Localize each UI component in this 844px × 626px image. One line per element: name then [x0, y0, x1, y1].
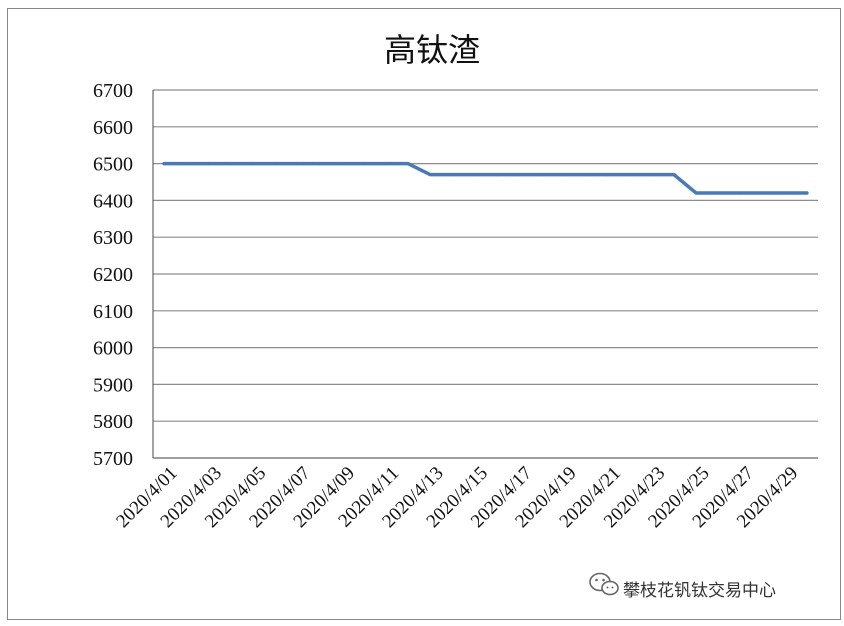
data-point	[783, 191, 787, 195]
watermark: 攀枝花钒钛交易中心	[589, 572, 776, 601]
data-point	[650, 173, 654, 177]
data-point	[583, 173, 587, 177]
y-tick-label: 5800	[93, 411, 133, 433]
data-point	[384, 162, 388, 166]
line-chart: 高钛渣 5700 5800 5900 6000 6100 6200 6300 6400 6500…	[93, 31, 818, 601]
data-point	[428, 173, 432, 177]
data-point	[472, 173, 477, 177]
data-point	[672, 173, 676, 177]
y-tick-label: 6000	[93, 338, 133, 360]
data-point	[494, 173, 499, 177]
data-point	[738, 191, 743, 195]
wechat-icon	[589, 572, 619, 596]
y-tick-label: 6700	[93, 80, 133, 102]
chart-title: 高钛渣	[384, 31, 480, 69]
y-tick-label: 6500	[93, 154, 133, 176]
data-point	[228, 162, 233, 166]
data-point	[539, 173, 543, 177]
y-tick-label: 6100	[93, 301, 133, 323]
watermark-text: 攀枝花钒钛交易中心	[623, 581, 776, 601]
y-tick-label: 6300	[93, 227, 133, 249]
y-tick-label: 6400	[93, 190, 133, 212]
data-point	[561, 173, 565, 177]
data-point	[517, 173, 521, 177]
data-point	[361, 162, 366, 166]
chart-frame: 高钛渣 5700 5800 5900 6000 6100 6200 6300 6400 6500…	[7, 8, 841, 620]
data-point	[694, 191, 698, 195]
data-point	[206, 162, 211, 166]
data-point	[251, 162, 255, 166]
y-tick-label: 5700	[93, 448, 133, 470]
data-point	[317, 162, 321, 166]
y-tick-label: 5900	[93, 374, 133, 396]
data-point	[273, 162, 277, 166]
data-point	[162, 162, 166, 166]
data-point	[805, 191, 809, 195]
data-point	[627, 173, 632, 177]
data-point	[184, 162, 188, 166]
y-tick-label: 6600	[93, 117, 133, 139]
data-point	[339, 162, 344, 166]
data-point	[605, 173, 610, 177]
y-tick-label: 6200	[93, 264, 133, 286]
series-line	[162, 161, 809, 195]
data-point	[716, 191, 720, 195]
data-point	[760, 191, 765, 195]
data-point	[295, 162, 299, 166]
data-point	[450, 173, 454, 177]
data-point	[406, 162, 410, 166]
